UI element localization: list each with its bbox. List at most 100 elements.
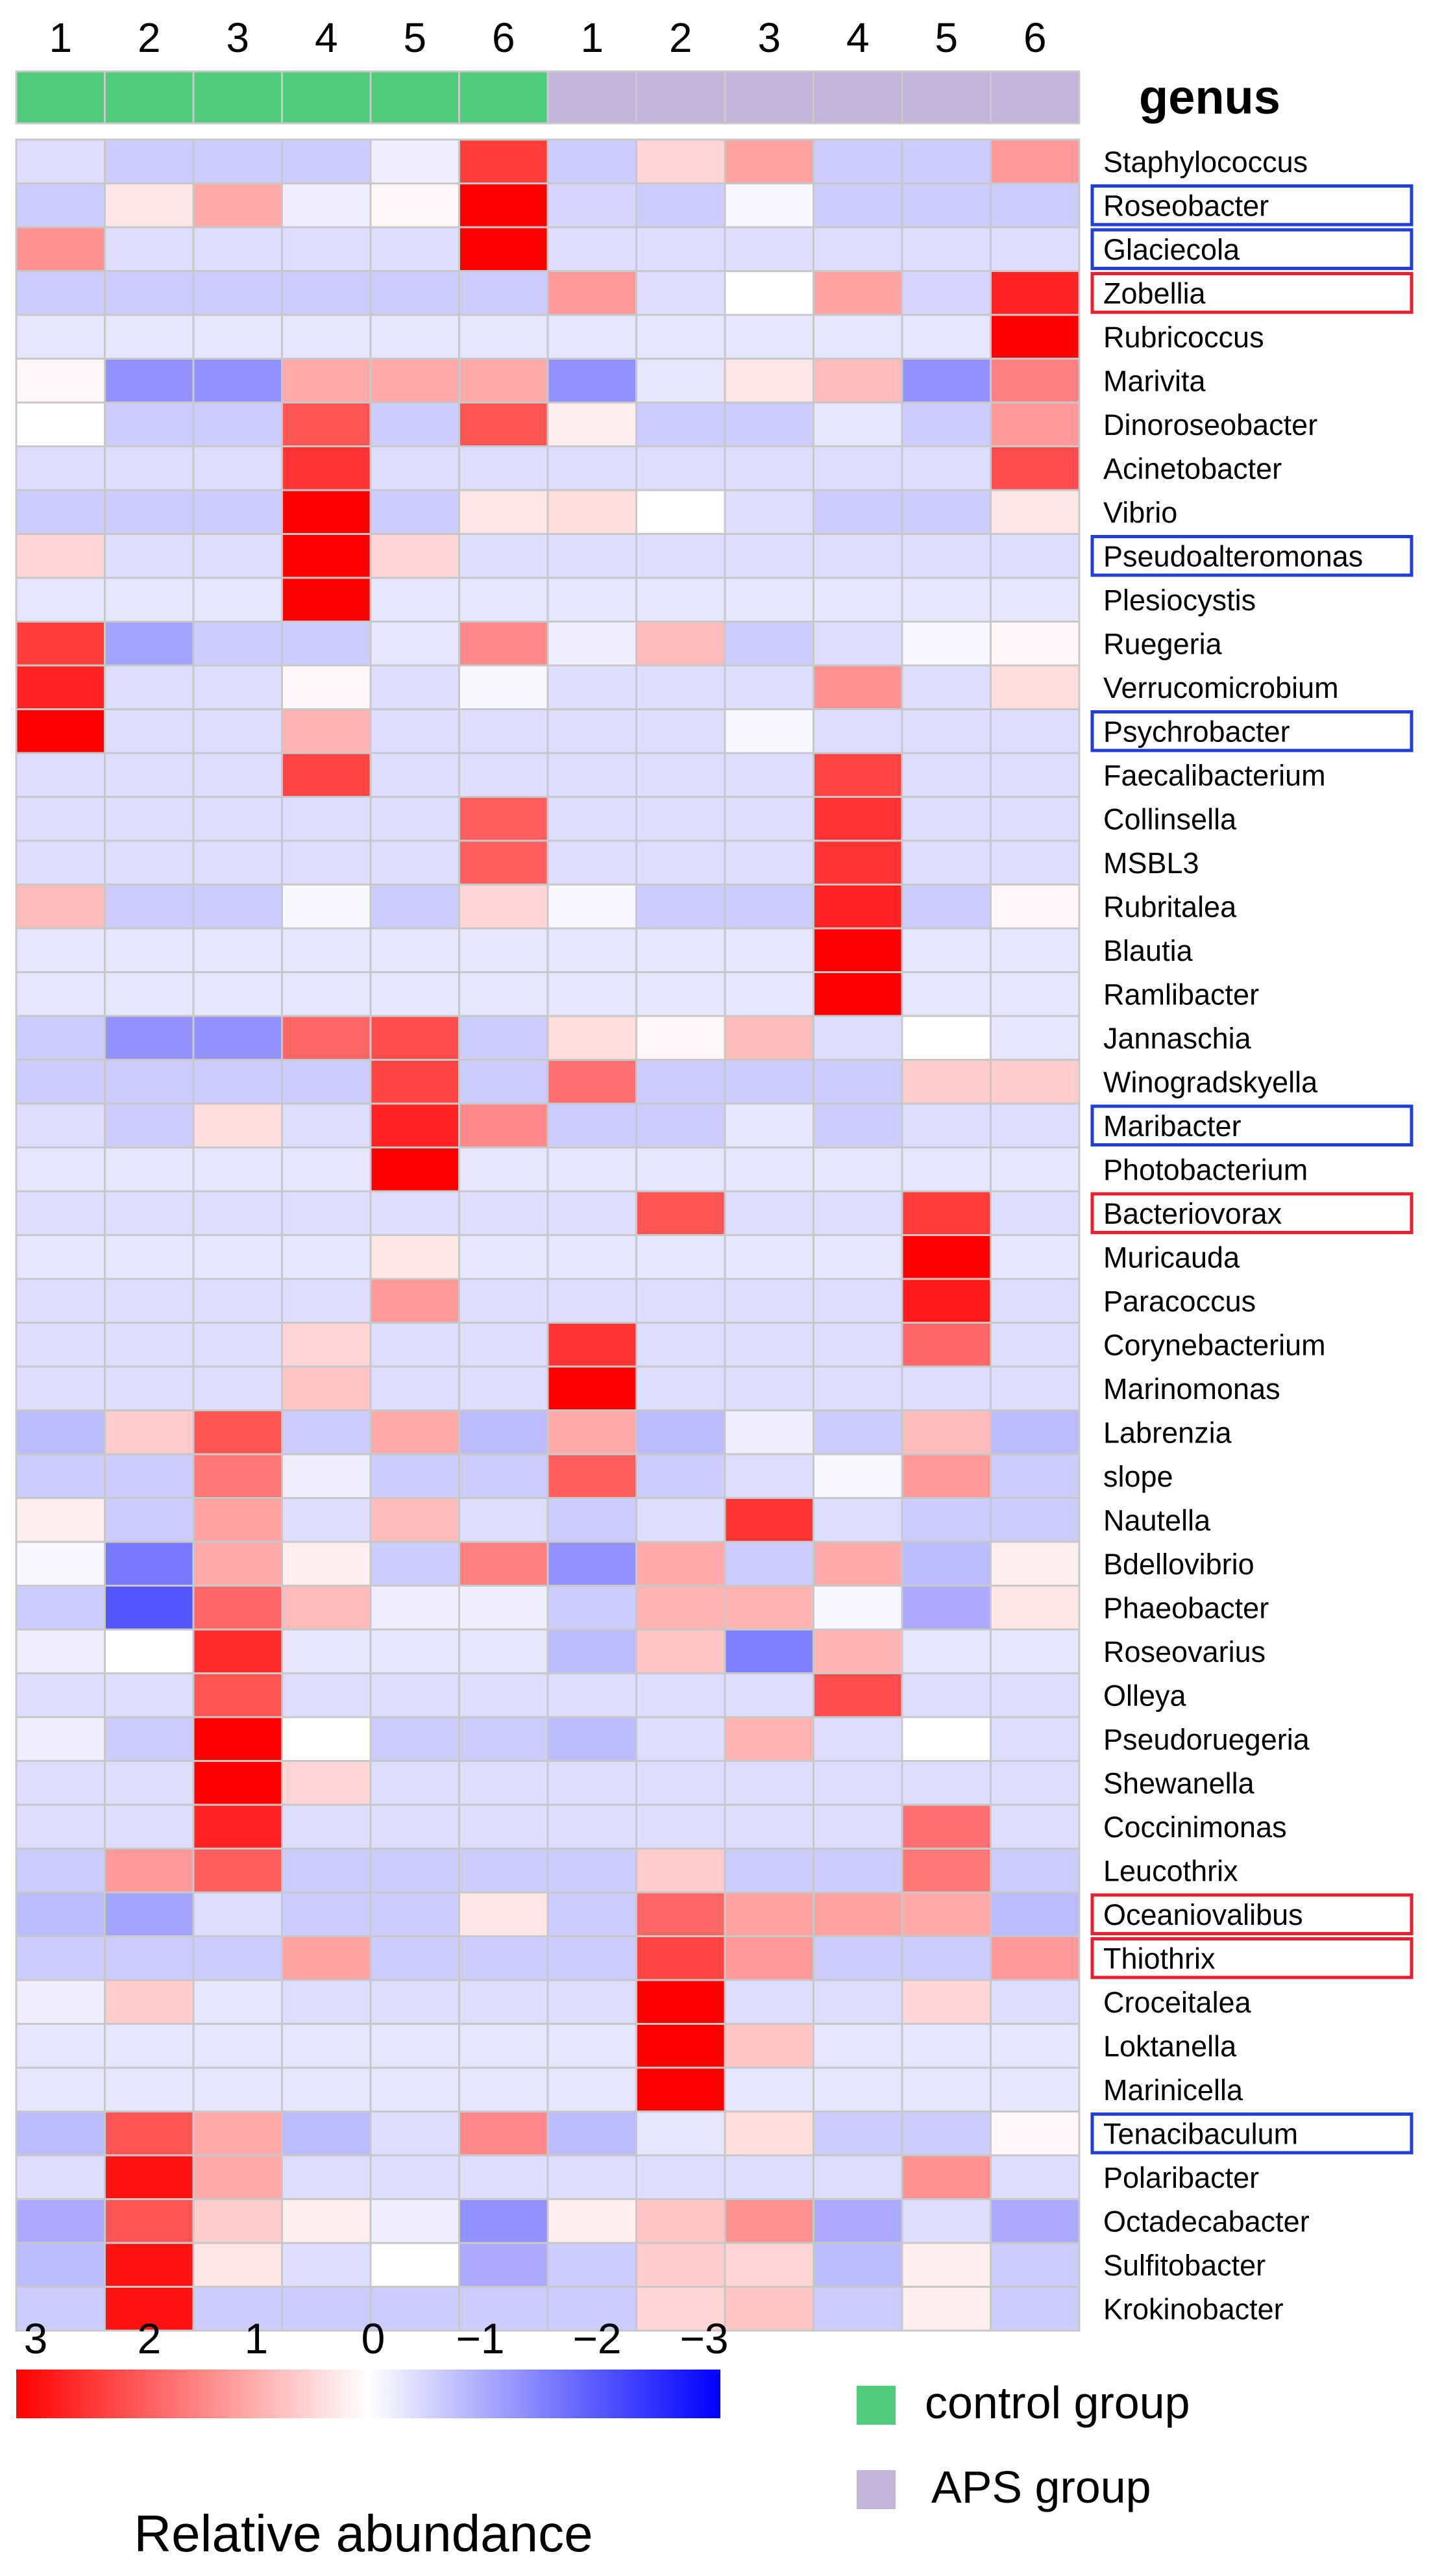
heatmap-cell: [813, 489, 903, 535]
heatmap-cell: [990, 1409, 1081, 1455]
heatmap-cell: [15, 1059, 106, 1105]
heatmap-cell: [635, 796, 726, 842]
heatmap-cell: [192, 2286, 283, 2332]
heatmap-cell: [458, 971, 549, 1017]
heatmap-cell: [813, 1322, 903, 1368]
heatmap-cell: [901, 270, 992, 316]
heatmap-cell: [546, 270, 637, 316]
heatmap-cell: [104, 1453, 195, 1499]
heatmap-cell: [369, 839, 460, 886]
heatmap-cell: [813, 576, 903, 623]
row-label: Maribacter: [1103, 1109, 1241, 1143]
heatmap-cell: [369, 1935, 460, 1981]
heatmap-cell: [104, 1672, 195, 1718]
heatmap-cell: [369, 2154, 460, 2200]
heatmap-cell: [990, 1497, 1081, 1543]
heatmap-cell: [813, 2286, 903, 2332]
heatmap-cell: [724, 971, 814, 1017]
heatmap-cell: [104, 971, 195, 1017]
heatmap-cell: [192, 2198, 283, 2244]
heatmap-cell: [813, 226, 903, 272]
heatmap-cell: [813, 1935, 903, 1981]
heatmap-cell: [990, 1628, 1081, 1674]
row-label: Marinomonas: [1103, 1372, 1280, 1406]
heatmap-cell: [192, 445, 283, 491]
heatmap-cell: [369, 401, 460, 447]
heatmap-cell: [15, 2023, 106, 2069]
heatmap-cell: [458, 358, 549, 404]
heatmap-cell: [724, 1102, 814, 1148]
heatmap-cell: [369, 1803, 460, 1850]
heatmap-cell: [15, 226, 106, 272]
heatmap-cell: [281, 2198, 372, 2244]
row-label: Roseovarius: [1103, 1635, 1266, 1668]
heatmap-cell: [104, 1102, 195, 1148]
heatmap-cell: [546, 1453, 637, 1499]
heatmap-cell: [192, 1146, 283, 1193]
heatmap-cell: [990, 927, 1081, 973]
heatmap-cell: [724, 1059, 814, 1105]
heatmap-cell: [192, 884, 283, 930]
heatmap-cell: [901, 2111, 992, 2157]
heatmap-cell: [15, 533, 106, 579]
heatmap-cell: [192, 2154, 283, 2200]
heatmap-cell: [990, 1672, 1081, 1718]
heatmap-cell: [458, 576, 549, 623]
heatmap-cell: [281, 401, 372, 447]
heatmap-cell: [901, 927, 992, 973]
heatmap-cell: [990, 1015, 1081, 1061]
column-label: 6: [492, 14, 515, 61]
heatmap-cell: [458, 1716, 549, 1762]
heatmap-cell: [813, 358, 903, 404]
heatmap-cell: [281, 971, 372, 1017]
heatmap-cell: [901, 314, 992, 360]
heatmap-cell: [369, 1716, 460, 1762]
heatmap-cell: [990, 1322, 1081, 1368]
heatmap-cell: [192, 796, 283, 842]
heatmap-cell: [15, 1716, 106, 1762]
heatmap-cell: [901, 2242, 992, 2288]
heatmap-cell: [15, 2242, 106, 2288]
heatmap-cell: [369, 489, 460, 535]
column-label: 1: [49, 14, 72, 61]
heatmap-cell: [192, 1672, 283, 1718]
heatmap-cell: [724, 1760, 814, 1806]
heatmap-cell: [724, 1234, 814, 1280]
row-label: Tenacibaculum: [1103, 2117, 1298, 2150]
heatmap-cell: [546, 2111, 637, 2157]
heatmap-cell: [104, 314, 195, 360]
heatmap-cell: [15, 752, 106, 798]
heatmap-cell: [192, 1541, 283, 1587]
heatmap-cell: [901, 576, 992, 623]
row-label: Octadecabacter: [1103, 2205, 1310, 2238]
row-label: Phaeobacter: [1103, 1591, 1269, 1624]
heatmap-cell: [546, 358, 637, 404]
heatmap-cell: [724, 752, 814, 798]
heatmap-cell: [990, 839, 1081, 886]
heatmap-cell: [724, 2242, 814, 2288]
heatmap-cell: [104, 2111, 195, 2157]
row-label: Collinsella: [1103, 802, 1237, 836]
row-label: Ruegeria: [1103, 627, 1223, 660]
heatmap-cell: [15, 1891, 106, 1937]
heatmap-cell: [724, 1190, 814, 1236]
heatmap-cell: [104, 1979, 195, 2025]
heatmap-cell: [546, 2198, 637, 2244]
heatmap-cell: [990, 1979, 1081, 2025]
heatmap-cell: [546, 1541, 637, 1587]
heatmap-cell: [546, 489, 637, 535]
row-label: Croceitalea: [1103, 1986, 1252, 2019]
heatmap-cell: [813, 445, 903, 491]
heatmap-cell: [901, 1628, 992, 1674]
heatmap-cell: [15, 270, 106, 316]
heatmap-cell: [458, 270, 549, 316]
heatmap-cell: [724, 1848, 814, 1894]
heatmap-cell: [15, 1497, 106, 1543]
heatmap-cell: [546, 1848, 637, 1894]
heatmap-cell: [724, 445, 814, 491]
heatmap-cell: [546, 445, 637, 491]
heatmap-cell: [281, 1146, 372, 1193]
heatmap-cell: [369, 182, 460, 229]
heatmap-cell: [192, 708, 283, 754]
heatmap-cell: [724, 1628, 814, 1674]
